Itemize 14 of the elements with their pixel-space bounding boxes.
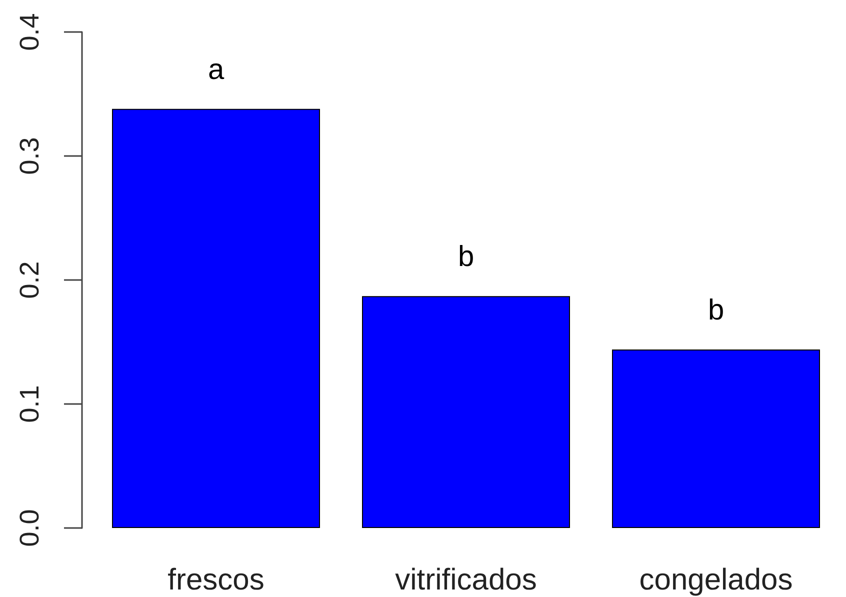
y-tick-label: 0.3 <box>14 137 44 175</box>
y-tick-label: 0.1 <box>14 385 44 423</box>
bar <box>112 108 320 528</box>
bar <box>362 296 570 528</box>
x-tick-label: frescos <box>168 564 264 596</box>
x-tick-label: congelados <box>639 564 793 596</box>
y-tick-label: 0.2 <box>14 261 44 299</box>
annotation: b <box>708 294 724 326</box>
annotation: a <box>208 54 225 86</box>
bar <box>612 349 820 528</box>
y-tick-label: 0.4 <box>14 13 44 51</box>
x-tick-label: vitrificados <box>395 564 537 596</box>
annotation: b <box>458 241 474 274</box>
y-tick-label: 0.0 <box>14 509 44 547</box>
